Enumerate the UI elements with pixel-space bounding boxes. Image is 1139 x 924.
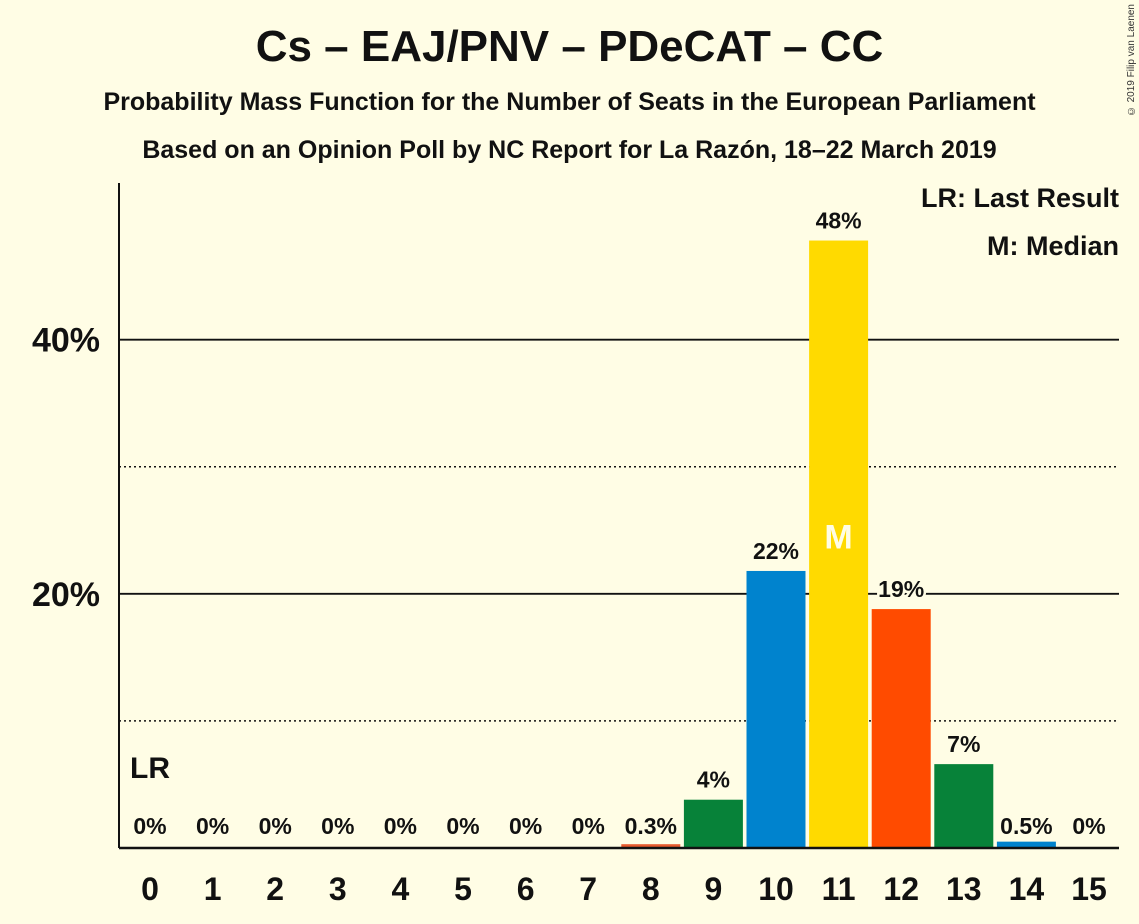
value-label-seat-6: 0% — [509, 813, 542, 839]
bar-seat-8 — [621, 844, 681, 848]
x-tick-label-3: 3 — [329, 871, 347, 907]
value-label-seat-11: 48% — [816, 208, 862, 234]
bar-seat-14 — [996, 841, 1056, 848]
bar-seat-10 — [746, 570, 806, 848]
value-label-seat-12: 19% — [878, 576, 924, 602]
y-tick-label-20: 20% — [32, 576, 100, 614]
x-tick-label-7: 7 — [579, 871, 597, 907]
x-tick-label-11: 11 — [822, 871, 856, 907]
bar-seat-13 — [934, 764, 994, 848]
x-tick-label-14: 14 — [1009, 871, 1045, 907]
value-label-seat-0: 0% — [133, 813, 166, 839]
value-label-seat-14: 0.5% — [1000, 813, 1052, 839]
last-result-marker: LR — [130, 752, 170, 785]
x-tick-label-1: 1 — [204, 871, 222, 907]
x-tick-label-0: 0 — [141, 871, 159, 907]
value-label-seat-3: 0% — [321, 813, 354, 839]
chart-source-line: Based on an Opinion Poll by NC Report fo… — [142, 136, 997, 164]
x-tick-label-10: 10 — [758, 871, 794, 907]
chart-title: Cs – EAJ/PNV – PDeCAT – CC — [255, 22, 884, 71]
x-tick-label-2: 2 — [266, 871, 284, 907]
value-label-seat-1: 0% — [196, 813, 229, 839]
value-label-seat-8: 0.3% — [625, 813, 677, 839]
x-tick-label-6: 6 — [517, 871, 535, 907]
legend-last-result: LR: Last Result — [920, 183, 1119, 213]
x-tick-label-5: 5 — [454, 871, 472, 907]
x-tick-label-9: 9 — [705, 871, 723, 907]
bar-seat-9 — [683, 799, 743, 848]
value-label-seat-7: 0% — [572, 813, 605, 839]
value-label-seat-2: 0% — [259, 813, 292, 839]
x-tick-label-12: 12 — [883, 871, 919, 907]
value-label-seat-9: 4% — [697, 767, 730, 793]
bar-seat-12 — [871, 609, 931, 848]
x-tick-label-4: 4 — [392, 871, 410, 907]
value-label-seat-15: 0% — [1072, 813, 1105, 839]
x-tick-label-15: 15 — [1071, 871, 1107, 907]
value-label-seat-10: 22% — [753, 538, 799, 564]
value-label-seat-13: 7% — [947, 731, 980, 757]
median-marker: M — [824, 518, 852, 556]
legend-median: M: Median — [987, 231, 1119, 261]
x-tick-label-8: 8 — [642, 871, 660, 907]
value-label-seat-4: 0% — [384, 813, 417, 839]
chart-subtitle: Probability Mass Function for the Number… — [103, 88, 1036, 116]
bar-seat-11 — [809, 240, 869, 848]
y-tick-label-40: 40% — [32, 322, 100, 360]
value-label-seat-5: 0% — [446, 813, 479, 839]
x-tick-label-13: 13 — [946, 871, 982, 907]
